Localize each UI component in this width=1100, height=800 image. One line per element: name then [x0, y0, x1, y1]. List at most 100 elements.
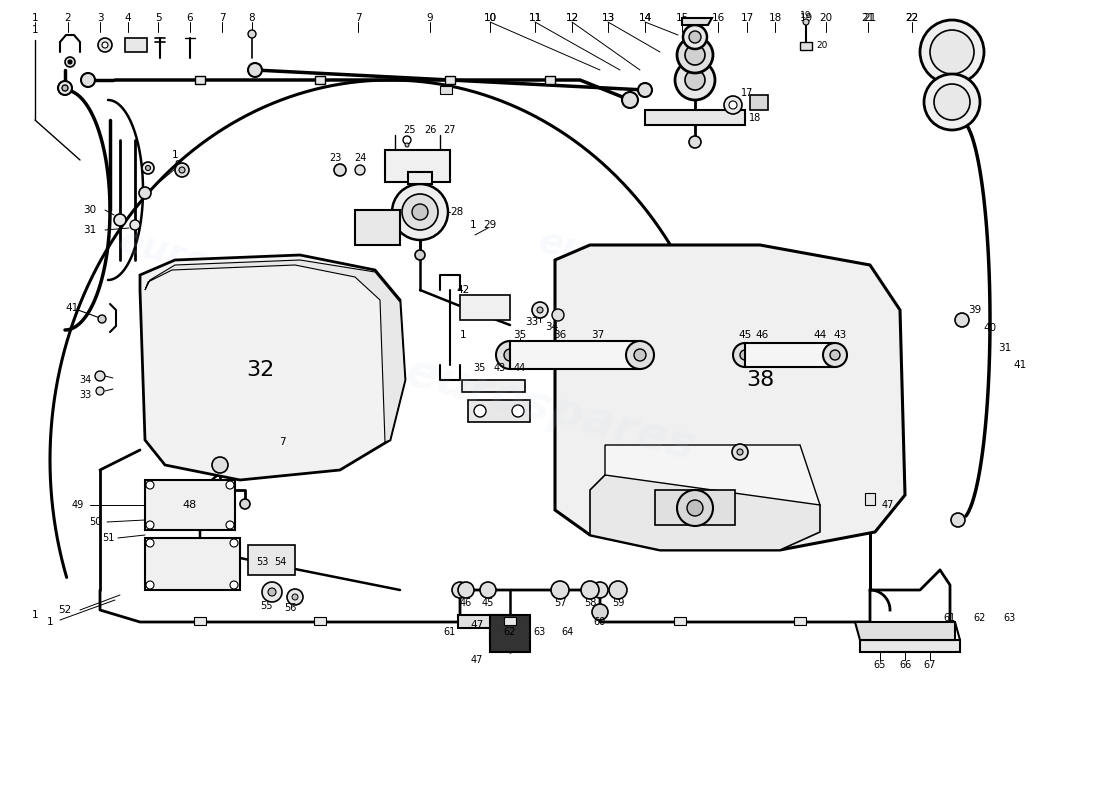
Polygon shape	[590, 475, 820, 550]
Text: 17: 17	[740, 88, 754, 98]
Bar	[865, 493, 874, 505]
Text: 48: 48	[183, 500, 197, 510]
Text: 29: 29	[483, 220, 496, 230]
Circle shape	[512, 405, 524, 417]
Circle shape	[675, 60, 715, 100]
Circle shape	[212, 457, 228, 473]
Circle shape	[226, 481, 234, 489]
Circle shape	[609, 581, 627, 599]
Circle shape	[729, 101, 737, 109]
Bar	[510, 341, 640, 369]
Text: 32: 32	[246, 360, 274, 380]
Text: 56: 56	[284, 603, 296, 613]
Circle shape	[146, 581, 154, 589]
Polygon shape	[860, 640, 960, 652]
Bar	[544, 76, 556, 84]
Text: 13: 13	[602, 13, 615, 23]
Text: 49: 49	[72, 500, 84, 510]
Text: 20: 20	[816, 41, 827, 50]
Text: 61: 61	[444, 627, 456, 637]
Circle shape	[95, 371, 104, 381]
Polygon shape	[385, 150, 450, 182]
Circle shape	[139, 187, 151, 199]
Bar	[125, 38, 147, 52]
Circle shape	[592, 604, 608, 620]
Text: 6: 6	[187, 13, 194, 23]
Text: 7: 7	[219, 13, 225, 23]
Text: 51: 51	[102, 533, 114, 543]
Text: 1: 1	[32, 610, 39, 620]
Text: 23: 23	[329, 153, 341, 163]
Text: 62: 62	[974, 613, 987, 623]
Polygon shape	[750, 95, 768, 110]
Polygon shape	[462, 380, 525, 392]
Text: 9: 9	[175, 160, 182, 170]
Circle shape	[733, 343, 757, 367]
Text: 21: 21	[861, 13, 875, 23]
Text: 12: 12	[565, 13, 579, 23]
Circle shape	[248, 63, 262, 77]
Circle shape	[58, 81, 72, 95]
Circle shape	[268, 588, 276, 596]
Circle shape	[230, 581, 238, 589]
Circle shape	[403, 136, 411, 144]
Polygon shape	[145, 480, 235, 530]
Text: 1: 1	[32, 13, 39, 23]
Text: 46: 46	[460, 598, 472, 608]
Text: 36: 36	[553, 330, 566, 340]
Text: 28: 28	[450, 207, 463, 217]
Circle shape	[676, 37, 713, 73]
Circle shape	[634, 349, 646, 361]
Circle shape	[920, 20, 984, 84]
Text: 60: 60	[594, 617, 606, 627]
Text: 33: 33	[79, 390, 91, 400]
Text: 1: 1	[46, 617, 53, 627]
Polygon shape	[460, 295, 510, 320]
Text: 63: 63	[1004, 613, 1016, 623]
Text: 50: 50	[89, 517, 101, 527]
Text: 35: 35	[514, 330, 527, 340]
Circle shape	[685, 45, 705, 65]
Text: 1: 1	[32, 25, 39, 35]
Text: 8: 8	[249, 13, 255, 23]
Circle shape	[452, 582, 468, 598]
Circle shape	[175, 163, 189, 177]
Circle shape	[415, 250, 425, 260]
Circle shape	[114, 214, 126, 226]
Polygon shape	[248, 545, 295, 575]
Text: 17: 17	[740, 13, 754, 23]
Text: 57: 57	[553, 598, 566, 608]
Circle shape	[98, 38, 112, 52]
Text: 40: 40	[983, 323, 997, 333]
Text: 55: 55	[260, 601, 273, 611]
Text: 1: 1	[460, 330, 466, 340]
Polygon shape	[355, 210, 400, 245]
Polygon shape	[645, 110, 745, 125]
Circle shape	[683, 25, 707, 49]
Bar	[194, 617, 206, 625]
Circle shape	[532, 302, 548, 318]
Circle shape	[287, 589, 303, 605]
Text: 11: 11	[528, 13, 541, 23]
Text: 1: 1	[172, 150, 178, 160]
Text: 27: 27	[443, 125, 456, 135]
Circle shape	[934, 84, 970, 120]
Text: 58: 58	[584, 598, 596, 608]
Circle shape	[930, 30, 974, 74]
Circle shape	[737, 449, 742, 455]
Text: 33: 33	[526, 317, 539, 327]
Text: 25: 25	[404, 125, 416, 135]
Circle shape	[240, 499, 250, 509]
Circle shape	[179, 167, 185, 173]
Circle shape	[262, 582, 282, 602]
Text: 1: 1	[470, 220, 476, 230]
Bar	[800, 42, 812, 50]
Text: 65: 65	[873, 660, 887, 670]
Circle shape	[823, 343, 847, 367]
Circle shape	[402, 194, 438, 230]
Circle shape	[685, 70, 705, 90]
Text: 21: 21	[864, 13, 877, 23]
Text: eurospares: eurospares	[116, 224, 344, 316]
Text: 66: 66	[899, 660, 911, 670]
Text: 10: 10	[483, 13, 496, 23]
